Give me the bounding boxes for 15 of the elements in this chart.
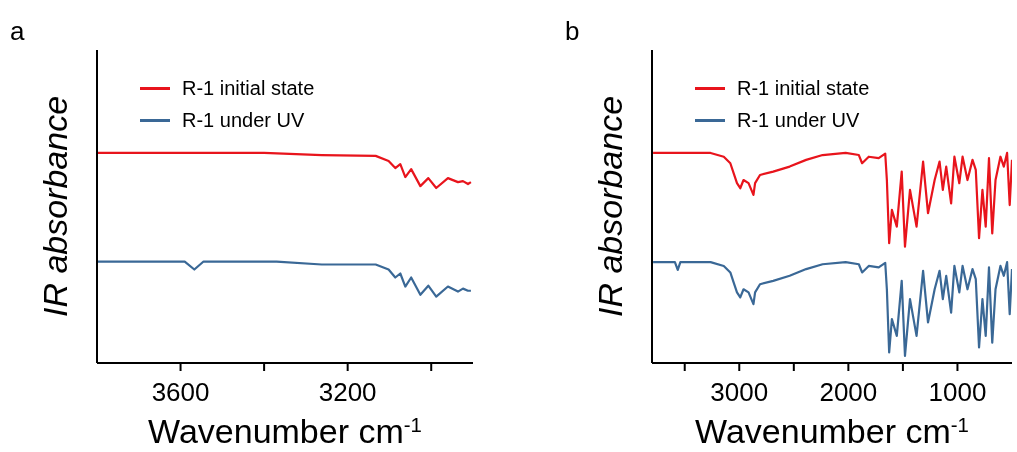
x-tick-label: 1000 bbox=[928, 377, 987, 407]
x-axis-title: Wavenumber cm$^{-1}$ bbox=[148, 412, 422, 450]
x-tick-label: 3000 bbox=[710, 377, 769, 407]
x-tick-label: 2000 bbox=[819, 377, 878, 407]
chart-title: a bbox=[10, 16, 25, 47]
x-axis-title: Wavenumber cm$^{-1}$ bbox=[695, 412, 969, 450]
legend-label: R-1 under UV bbox=[182, 108, 305, 132]
x-tick-label: 3600 bbox=[151, 377, 210, 407]
x-tick-label: 3200 bbox=[318, 377, 377, 407]
legend-label: R-1 under UV bbox=[737, 108, 860, 132]
chart-title: b bbox=[565, 16, 580, 47]
legend-label: R-1 initial state bbox=[182, 76, 315, 100]
y-axis-title: IR absorbance bbox=[36, 95, 74, 318]
y-axis-title: IR absorbance bbox=[591, 95, 629, 318]
legend-label: R-1 initial state bbox=[737, 76, 870, 100]
